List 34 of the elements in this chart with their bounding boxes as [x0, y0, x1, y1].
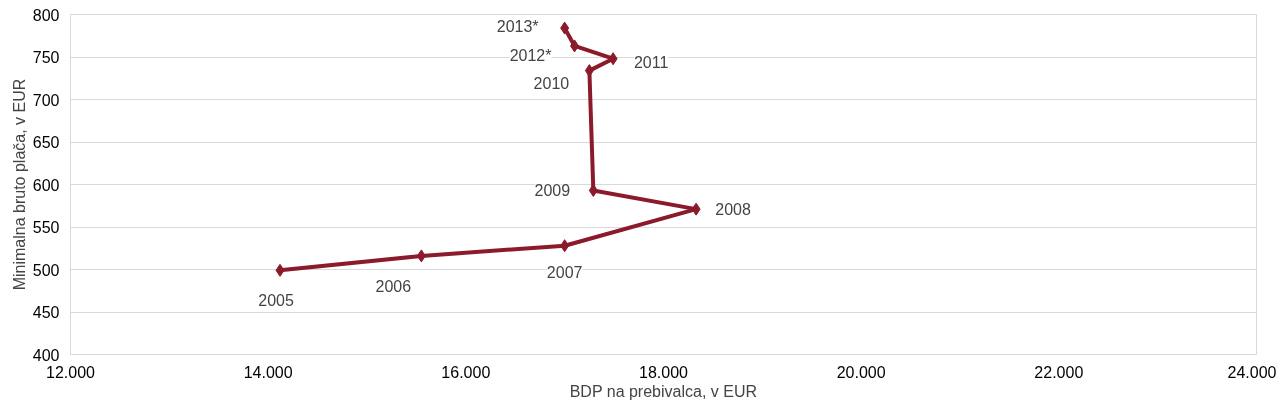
y-tick-label: 650: [32, 134, 60, 151]
y-axis-title: Minimalna bruto plača, v EUR: [10, 78, 28, 291]
point: [416, 249, 426, 263]
point: [560, 21, 570, 35]
annotation: 2007: [546, 263, 583, 281]
point: [570, 39, 580, 53]
y-tick-label: 500: [32, 261, 60, 279]
x-tick-label: 24.000: [1227, 363, 1277, 381]
x-tick-label: 18.000: [639, 363, 689, 381]
x-tick-label: 14.000: [243, 363, 293, 381]
annotation: 2005: [258, 292, 294, 310]
annotation: 2011: [633, 53, 669, 71]
annotation: 2009: [534, 182, 571, 200]
y-tick-label: 400: [32, 346, 60, 364]
x-tick-label: 20.000: [836, 363, 886, 381]
annotation: 2006: [375, 277, 412, 295]
point: [608, 52, 618, 66]
y-tick-label: 600: [32, 176, 60, 194]
point: [560, 239, 570, 253]
y-tick-label: 450: [32, 304, 60, 321]
y-tick-label: 750: [32, 49, 60, 66]
annotation: 2013*: [496, 17, 539, 35]
y-tick-label: 800: [32, 6, 60, 24]
x-tick-label: 12.000: [46, 363, 96, 381]
annotation: 2008: [715, 201, 752, 219]
annotation: 2012*: [509, 47, 552, 65]
x-tick-label: 16.000: [441, 363, 491, 381]
y-tick-label: 700: [32, 91, 60, 109]
point: [275, 263, 285, 277]
x-axis-title: BDP na prebivalca, v EUR: [569, 382, 758, 400]
point: [691, 202, 701, 216]
annotation: 2010: [533, 74, 570, 92]
y-tick-label: 550: [32, 219, 60, 236]
x-tick-label: 22.000: [1034, 363, 1084, 381]
